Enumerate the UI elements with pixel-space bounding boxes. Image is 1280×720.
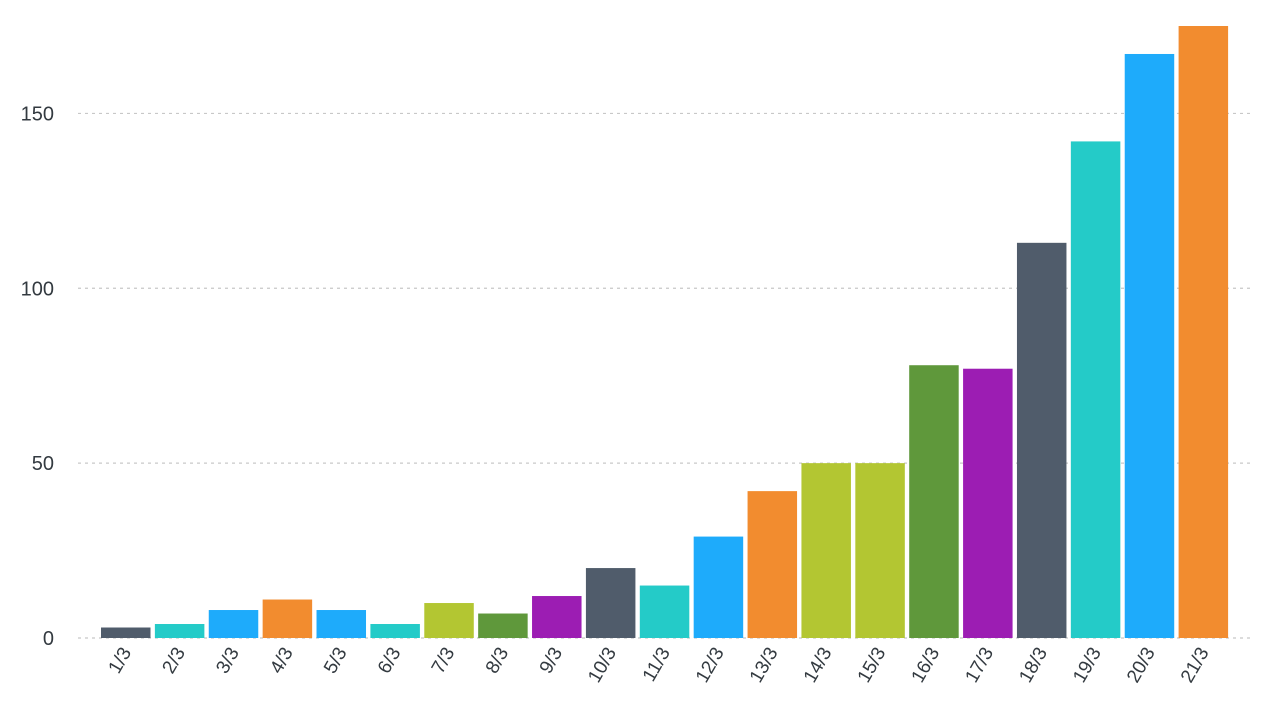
bar-11-3[interactable] [639,585,690,638]
x-tick-label: 1/3 [105,644,136,677]
bar-13-3[interactable] [747,491,798,638]
y-tick-label: 150 [21,103,54,125]
x-tick-label: 11/3 [639,644,675,685]
bar-17-3[interactable] [963,368,1013,638]
bar-1-3[interactable] [101,627,151,638]
bar-5-3[interactable] [316,610,367,638]
bar-6-3[interactable] [370,624,420,638]
x-tick-label: 19/3 [1069,644,1106,687]
bar-19-3[interactable] [1070,141,1121,638]
x-tick-label: 10/3 [584,644,621,687]
x-tick-label: 17/3 [961,644,998,687]
bar-18-3[interactable] [1016,242,1067,638]
x-tick-label: 13/3 [746,644,783,687]
bar-3-3[interactable] [208,610,259,638]
bar-12-3[interactable] [693,536,744,638]
x-tick-label: 8/3 [482,644,513,677]
x-tick-label: 3/3 [212,644,243,677]
x-tick-label: 9/3 [536,644,567,677]
bar-9-3[interactable] [532,596,582,638]
x-tick-label: 15/3 [854,644,891,687]
bar-2-3[interactable] [154,624,205,638]
bar-16-3[interactable] [909,365,959,638]
x-tick-label: 20/3 [1123,644,1160,687]
bar-8-3[interactable] [478,613,528,638]
bar-15-3[interactable] [855,463,905,638]
x-tick-label: 4/3 [266,644,297,677]
x-tick-label: 21/3 [1177,644,1214,687]
bar-7-3[interactable] [424,603,474,638]
x-tick-label: 5/3 [320,644,351,677]
x-axis-ticks: 1/3 2/3 3/3 4/3 5/3 6/3 7/3 8/3 9/3 10/3 11/3 12/3 1… [105,644,1214,687]
y-tick-label: 0 [43,628,54,650]
x-tick-label: 7/3 [428,644,459,677]
bars [101,26,1229,639]
y-axis-ticks: 0 50 100 150 [21,103,54,650]
bar-21-3[interactable] [1178,26,1229,638]
bar-4-3[interactable] [262,599,313,638]
y-tick-label: 100 [21,278,54,300]
x-tick-label: 14/3 [800,644,837,687]
x-tick-label: 18/3 [1015,644,1052,687]
x-tick-label: 6/3 [374,644,405,677]
bar-14-3[interactable] [801,463,851,638]
x-tick-label: 16/3 [908,644,945,687]
x-tick-label: 2/3 [159,644,190,677]
y-tick-label: 50 [32,453,54,475]
bar-10-3[interactable] [585,568,636,638]
bar-20-3[interactable] [1124,53,1175,639]
x-tick-label: 12/3 [692,644,729,687]
